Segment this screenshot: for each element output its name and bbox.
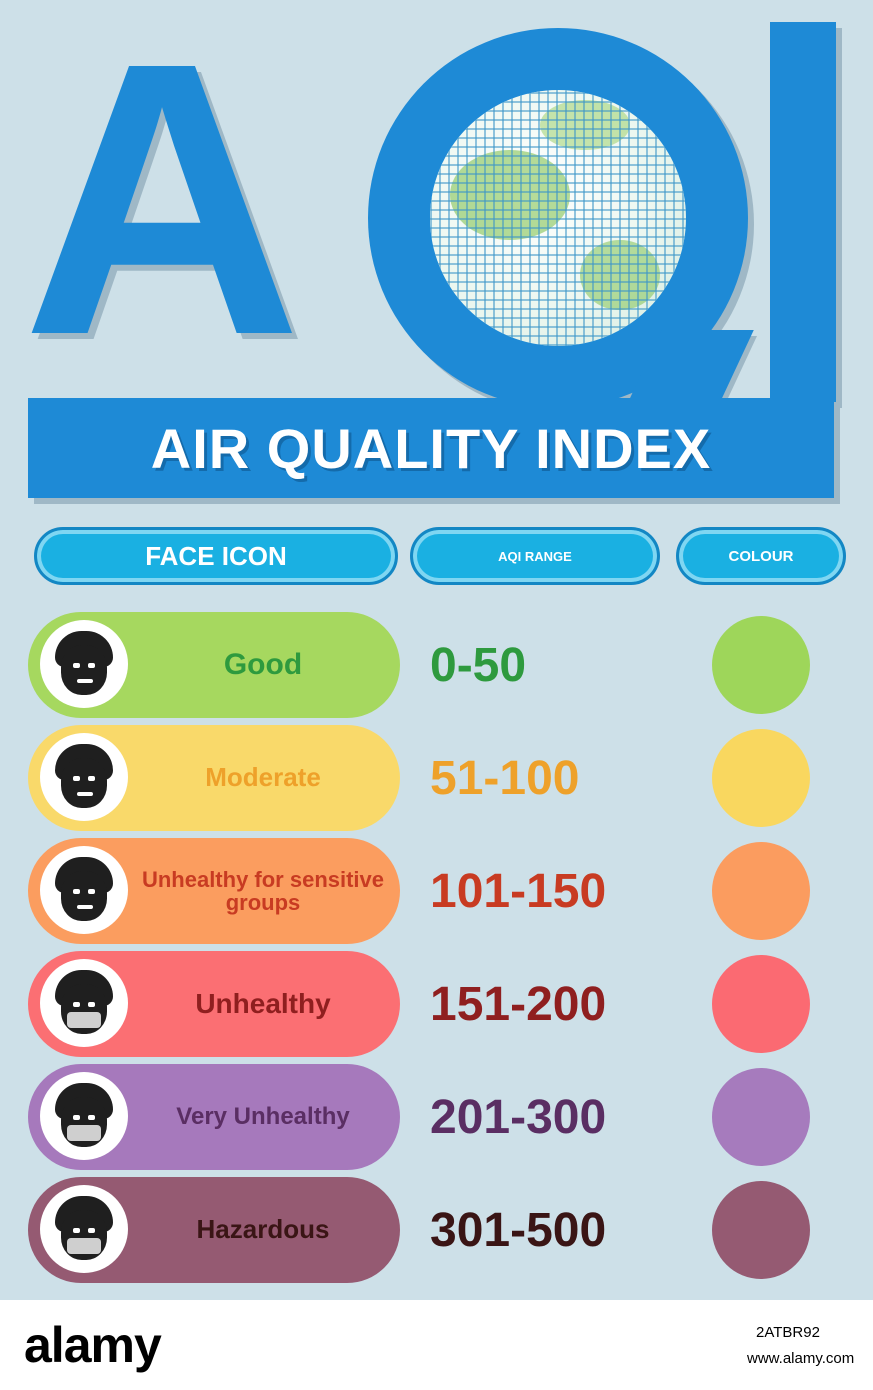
face-worried-icon (40, 846, 128, 934)
title-letter-a: A (22, 0, 302, 416)
stock-image-id: 2ATBR92 (756, 1324, 820, 1341)
stock-logo: alamy (24, 1317, 162, 1373)
header-colour: COLOUR (676, 527, 846, 585)
level-row-2: Unhealthy for sensitive groups (28, 838, 400, 944)
level-colour-swatch (712, 729, 810, 827)
level-colour-swatch (712, 955, 810, 1053)
globe-icon (430, 90, 686, 346)
face-neutral-icon (40, 620, 128, 708)
level-label: Unhealthy (195, 988, 331, 1020)
title-banner: AIR QUALITY INDEX (28, 398, 834, 498)
level-row-3: Unhealthy (28, 951, 400, 1057)
level-range: 201-300 (430, 1091, 607, 1144)
level-label: Good (223, 648, 303, 682)
level-label: Moderate (205, 762, 321, 793)
face-slight-concern-icon (40, 733, 128, 821)
level-label: Unhealthy for sensitive groups (141, 866, 385, 915)
level-colour-swatch (712, 842, 810, 940)
level-label: Hazardous (196, 1214, 330, 1245)
level-range: 151-200 (430, 978, 607, 1031)
header-aqi-range: AQI RANGE (410, 527, 660, 585)
level-row-5: Hazardous (28, 1177, 400, 1283)
title-letter-i (770, 22, 836, 402)
page-title: AIR QUALITY INDEX (150, 416, 712, 480)
face-hazard-icon (40, 1185, 128, 1273)
level-colour-swatch (712, 1181, 810, 1279)
level-colour-swatch (712, 1068, 810, 1166)
level-range: 51-100 (430, 752, 580, 805)
face-mask-sick-icon (40, 1072, 128, 1160)
stock-url: www.alamy.com (747, 1350, 855, 1367)
level-range: 301-500 (430, 1204, 607, 1257)
header-face-icon: FACE ICON (34, 527, 398, 585)
level-label: Very Unhealthy (176, 1103, 350, 1131)
face-mask-icon (40, 959, 128, 1047)
level-row-0: Good (28, 612, 400, 718)
level-row-1: Moderate (28, 725, 400, 831)
title-letter-q (368, 28, 748, 408)
aqi-poster: A AIR QUALITY INDEX FACE ICON AQI RANGE … (0, 0, 873, 1300)
level-range: 0-50 (430, 639, 527, 692)
stock-footer: alamy 2ATBR92 www.alamy.com (0, 1300, 873, 1390)
level-colour-swatch (712, 616, 810, 714)
level-range: 101-150 (430, 865, 607, 918)
level-row-4: Very Unhealthy (28, 1064, 400, 1170)
